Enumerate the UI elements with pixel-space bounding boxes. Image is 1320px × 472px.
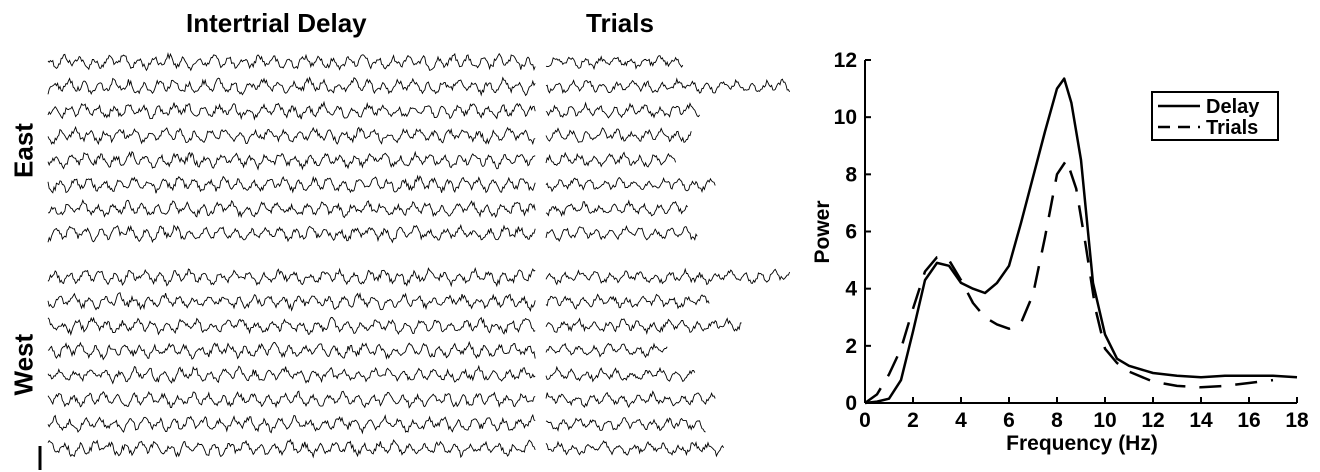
east-trial-trace — [545, 127, 692, 144]
west-trial-trace — [545, 440, 724, 458]
west-delay-trace — [47, 340, 536, 361]
x-tick-label: 2 — [907, 409, 919, 432]
y-axis-label: Power — [811, 200, 834, 263]
east-trial-trace — [545, 224, 698, 243]
east-delay-trace — [48, 198, 536, 219]
y-tick-label: 2 — [845, 335, 857, 358]
west-delay-trace — [47, 292, 536, 313]
west-trial-trace — [545, 390, 716, 409]
east-trial-trace — [545, 55, 684, 71]
west-delay-trace — [47, 390, 536, 409]
x-tick-label: 0 — [859, 409, 871, 432]
east-delay-trace — [47, 174, 536, 194]
east-delay-trace — [47, 52, 536, 72]
x-tick-label: 8 — [1051, 409, 1063, 432]
y-tick-label: 0 — [845, 392, 857, 415]
series-line-trials — [864, 158, 1274, 405]
column-title-trials: Trials — [586, 8, 654, 38]
west-trial-trace — [545, 293, 710, 310]
legend-label-delay: Delay — [1206, 96, 1260, 118]
east-trial-trace — [545, 151, 677, 168]
y-tick-label: 4 — [845, 278, 857, 301]
series-line-delay — [864, 77, 1298, 405]
x-tick-label: 10 — [1093, 409, 1116, 432]
west-trial-trace — [545, 365, 696, 383]
y-tick-label: 8 — [845, 163, 857, 186]
y-tick-label: 6 — [845, 221, 857, 244]
legend-box — [1151, 91, 1279, 141]
east-delay-trace — [47, 150, 536, 171]
east-trial-trace — [545, 101, 700, 119]
y-tick-label: 10 — [834, 106, 857, 129]
west-delay-trace — [47, 266, 536, 288]
legend-label-trials: Trials — [1206, 117, 1258, 139]
x-tick-label: 12 — [1141, 409, 1164, 432]
west-delay-trace — [47, 438, 536, 459]
west-trial-trace — [545, 416, 706, 433]
east-trial-trace — [545, 176, 716, 193]
x-tick-label: 18 — [1285, 409, 1309, 432]
lfp-traces — [38, 52, 791, 470]
y-tick-label: 12 — [834, 49, 857, 72]
east-delay-trace — [47, 223, 536, 244]
west-delay-trace — [47, 413, 536, 435]
west-trial-trace — [545, 267, 791, 286]
east-trial-trace — [545, 199, 688, 217]
x-tick-label: 6 — [1003, 409, 1015, 432]
x-tick-label: 4 — [955, 409, 967, 432]
x-tick-label: 14 — [1189, 409, 1213, 432]
west-delay-trace — [47, 316, 536, 336]
west-delay-trace — [47, 364, 536, 385]
east-trial-trace — [545, 77, 790, 95]
west-trial-trace — [545, 342, 668, 359]
west-trial-trace — [545, 317, 742, 335]
east-delay-trace — [47, 76, 536, 97]
east-delay-trace — [47, 100, 536, 121]
column-title-intertrial-delay: Intertrial Delay — [186, 8, 367, 38]
x-tick-label: 16 — [1237, 409, 1260, 432]
x-axis-label: Frequency (Hz) — [1006, 432, 1158, 455]
east-delay-trace — [47, 125, 536, 146]
